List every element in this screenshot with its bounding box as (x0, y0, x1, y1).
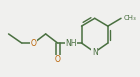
Text: O: O (31, 39, 37, 48)
Text: NH: NH (66, 39, 77, 48)
Text: O: O (55, 56, 60, 64)
Text: N: N (92, 48, 98, 57)
Text: CH₃: CH₃ (124, 15, 137, 21)
